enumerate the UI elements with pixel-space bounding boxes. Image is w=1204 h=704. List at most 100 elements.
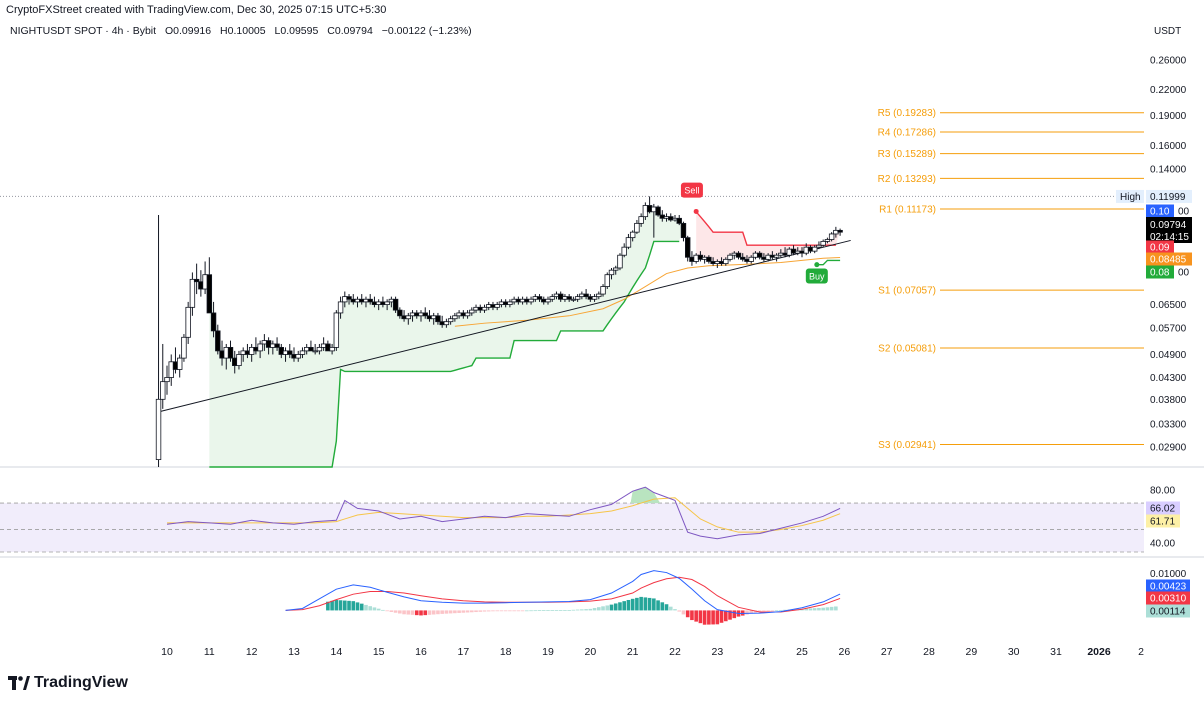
candle-up	[748, 256, 754, 262]
rsi-value-tag-bg	[1146, 501, 1180, 515]
supertrend-up-line	[209, 240, 680, 468]
candle-down	[680, 222, 687, 239]
high-label: H	[220, 25, 228, 37]
candle-down	[566, 296, 572, 300]
countdown-timer: 02:14:15	[1150, 232, 1189, 243]
candle-up	[629, 231, 636, 239]
price-axis-tick: 0.03300	[1150, 420, 1187, 431]
macd-line	[285, 570, 841, 615]
macd-histogram-bar	[719, 610, 724, 623]
candle-up	[447, 318, 454, 323]
macd-histogram-bar	[347, 600, 351, 611]
candle-up	[600, 286, 606, 295]
candle-up	[481, 306, 488, 311]
macd-histogram-bar	[427, 610, 432, 615]
macd-histogram-bar	[597, 607, 601, 611]
tradingview-logo: TradingView	[8, 674, 128, 692]
high-value: 0.10005	[227, 25, 266, 37]
macd-histogram-bar	[465, 610, 470, 613]
currency-label: USDT	[1154, 26, 1182, 37]
macd-histogram-bar	[546, 610, 550, 611]
macd-hist-value-tag-bg	[1146, 604, 1190, 618]
price-axis-tick: 0.04900	[1150, 350, 1187, 361]
candle-up	[164, 377, 170, 383]
buy-signal-text: Buy	[809, 272, 825, 282]
candle-up	[295, 354, 301, 359]
candle-up	[329, 346, 335, 352]
candle-up	[727, 254, 733, 260]
candle-down	[756, 252, 763, 258]
close-value: 0.09794	[334, 25, 373, 37]
rsi-value-tag: 66.02	[1150, 504, 1175, 515]
high-tag-value: 0.11999	[1150, 192, 1186, 203]
macd-histogram-bar	[829, 606, 834, 611]
buy-signal-dot	[814, 262, 820, 268]
candle-up	[723, 258, 729, 265]
candle-up	[570, 298, 577, 301]
candle-down	[193, 278, 200, 283]
candle-up	[634, 222, 640, 233]
rsi-overbought-fill	[630, 487, 661, 504]
macd-histogram-bar	[393, 610, 398, 613]
macd-signal-line	[285, 576, 841, 613]
candle-up	[469, 309, 475, 314]
candle-up	[316, 346, 323, 352]
time-axis-tick: 12	[246, 646, 258, 658]
candle-down	[287, 350, 293, 355]
macd-histogram-bar	[584, 609, 588, 611]
symbol-name[interactable]: NIGHTUSDT SPOT · 4h · Bybit	[10, 25, 157, 37]
macd-histogram-bar	[774, 610, 779, 612]
macd-histogram-bar	[558, 610, 563, 611]
candle-down	[422, 312, 428, 317]
symbol-info: NIGHTUSDT SPOT · 4h · Bybit O0.09916 H0.…	[10, 25, 472, 37]
ma-price-tag: 0.08485	[1150, 255, 1187, 266]
macd-histogram-bar	[571, 609, 576, 611]
candle-down	[206, 274, 213, 314]
candle-up	[160, 381, 166, 400]
macd-histogram-bar	[368, 606, 372, 611]
macd-histogram-bar	[690, 610, 694, 621]
candle-down	[210, 312, 217, 332]
candle-down	[367, 298, 373, 303]
candle-down	[685, 237, 691, 258]
macd-histogram-bar	[461, 610, 466, 613]
candle-down	[837, 229, 843, 233]
macd-histogram-bar	[825, 607, 830, 611]
open-value: 0.09916	[173, 25, 212, 37]
time-axis-tick: 10	[161, 646, 173, 658]
rsi-band	[0, 503, 1144, 552]
time-axis-tick: 21	[627, 646, 639, 658]
last-price-tag-bg	[1146, 217, 1192, 243]
candle-up	[155, 398, 162, 461]
candle-up	[591, 296, 598, 300]
macd-histogram-bar	[707, 610, 711, 625]
time-axis-tick: 27	[881, 646, 893, 658]
supertrend-down-line	[695, 211, 836, 246]
candle-down	[308, 346, 314, 352]
macd-histogram-bar	[643, 597, 648, 611]
macd-histogram-bar	[664, 604, 669, 611]
macd-histogram-bar	[414, 610, 419, 616]
candle-down	[676, 217, 682, 224]
close-label: C	[327, 25, 335, 37]
macd-histogram-bar	[516, 610, 521, 612]
candle-up	[638, 216, 644, 224]
macd-value-tag: 0.00423	[1150, 582, 1187, 593]
macd-value-tag-bg	[1146, 579, 1190, 593]
candle-down	[435, 315, 441, 323]
candle-up	[528, 298, 534, 303]
pivot-label: S2 (0.05081)	[878, 344, 936, 355]
macd-histogram-bar	[351, 601, 356, 611]
macd-histogram-bar	[541, 610, 546, 611]
time-axis-tick: 2	[1138, 646, 1144, 658]
candle-up	[828, 233, 835, 240]
macd-histogram-bar	[503, 610, 508, 612]
macd-histogram-bar	[512, 610, 516, 612]
macd-histogram-bar	[698, 610, 703, 624]
macd-histogram-bar	[410, 610, 415, 615]
candle-up	[545, 298, 551, 303]
brand-name: TradingView	[34, 674, 128, 691]
rsi-axis-tick: 80.00	[1150, 485, 1175, 496]
candle-down	[274, 343, 280, 348]
